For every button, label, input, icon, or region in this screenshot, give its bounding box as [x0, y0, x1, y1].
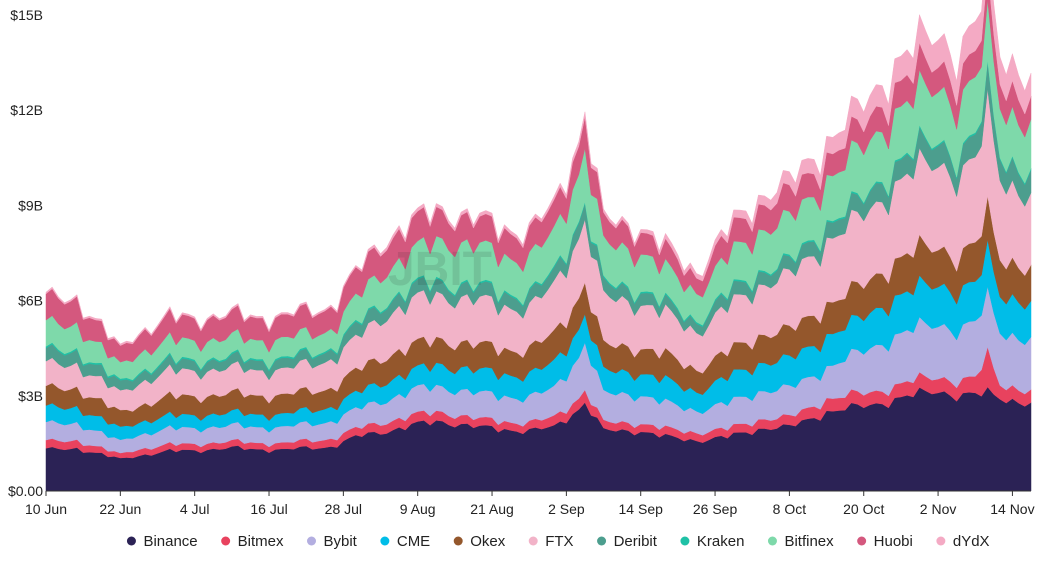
legend-marker	[680, 536, 690, 546]
legend-marker	[221, 536, 231, 546]
legend: Binance Bitmex Bybit CME Okex FTX Deribit Krake…	[126, 533, 990, 550]
x-tick-label: 14 Nov	[990, 501, 1034, 517]
legend-item-bitfinex[interactable]: Bitfinex	[767, 533, 834, 550]
y-tick-label: $3B	[18, 388, 43, 404]
y-tick-label: $15B	[10, 7, 43, 23]
legend-label: Okex	[470, 533, 506, 550]
legend-marker	[307, 536, 316, 546]
legend-label: CME	[397, 533, 430, 550]
y-tick-label: $12B	[10, 102, 43, 118]
legend-marker	[936, 536, 946, 546]
legend-item-binance[interactable]: Binance	[126, 533, 198, 550]
legend-item-dydx[interactable]: dYdX	[936, 533, 990, 550]
legend-item-deribit[interactable]: Deribit	[597, 533, 658, 550]
x-tick-label: 2 Sep	[548, 501, 585, 517]
legend-item-kraken[interactable]: Kraken	[680, 533, 744, 550]
legend-label: Bybit	[324, 533, 358, 550]
x-tick-label: 14 Sep	[619, 501, 664, 517]
legend-item-bitmex[interactable]: Bitmex	[221, 533, 284, 550]
legend-label: Huobi	[874, 533, 913, 550]
legend-label: Bitmex	[238, 533, 284, 550]
x-tick-label: 26 Sep	[693, 501, 738, 517]
legend-marker	[528, 536, 538, 546]
series-area-dydx	[45, 0, 1032, 346]
legend-item-huobi[interactable]: Huobi	[857, 533, 913, 550]
legend-item-cme[interactable]: CME	[380, 533, 430, 550]
legend-label: dYdX	[953, 533, 990, 550]
x-tick-label: 10 Jun	[25, 501, 67, 517]
x-tick-label: 8 Oct	[773, 501, 807, 517]
y-tick-label: $9B	[18, 197, 43, 213]
x-tick-label: 22 Jun	[99, 501, 141, 517]
legend-label: FTX	[545, 533, 573, 550]
series-areas	[45, 0, 1032, 492]
legend-item-ftx[interactable]: FTX	[528, 533, 574, 550]
y-axis: $0.00 $3B $6B $9B $12B $15B	[8, 7, 43, 499]
legend-marker	[767, 536, 777, 546]
legend-marker	[857, 536, 867, 546]
x-tick-label: 20 Oct	[843, 501, 884, 517]
legend-item-bybit[interactable]: Bybit	[307, 533, 358, 550]
legend-marker	[453, 536, 463, 546]
watermark: JBIT	[388, 243, 492, 296]
legend-marker	[380, 536, 390, 546]
x-tick-label: 16 Jul	[250, 501, 287, 517]
x-tick-label: 9 Aug	[400, 501, 436, 517]
x-tick-label: 28 Jul	[325, 501, 362, 517]
x-tick-label: 2 Nov	[920, 501, 957, 517]
legend-label: Kraken	[697, 533, 745, 550]
x-tick-label: 21 Aug	[470, 501, 514, 517]
legend-item-okex[interactable]: Okex	[453, 533, 506, 550]
x-tick-label: 4 Jul	[180, 501, 210, 517]
legend-marker	[126, 536, 136, 546]
y-tick-label: $6B	[18, 293, 43, 309]
legend-label: Deribit	[614, 533, 658, 550]
x-axis: 10 Jun 22 Jun 4 Jul 16 Jul 28 Jul 9 Aug 21 Aug…	[25, 491, 1035, 517]
legend-marker	[597, 536, 607, 546]
legend-label: Bitfinex	[784, 533, 834, 550]
legend-label: Binance	[143, 533, 197, 550]
y-tick-label: $0.00	[8, 483, 43, 499]
